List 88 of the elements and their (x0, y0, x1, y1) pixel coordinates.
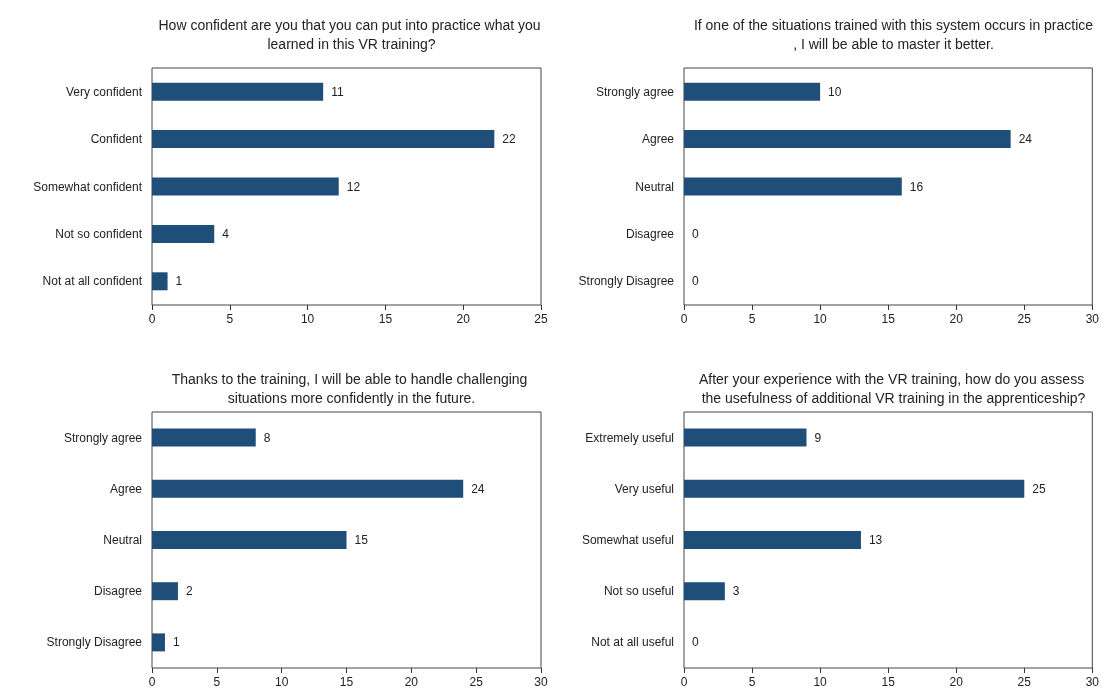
y-tick-label: Neutral (635, 179, 674, 194)
y-tick-label: Not so useful (603, 584, 674, 599)
y-tick-label: Strongly Disagree (578, 274, 675, 289)
y-tick-label: Neutral (103, 533, 142, 547)
chart-title: After your experience with the VR training, how do you assess the usefulness of additional VR training in the apprenticeship? (698, 370, 1089, 406)
x-tick-label: 30 (1085, 312, 1100, 326)
data-label: 1 (172, 635, 180, 650)
bar (684, 479, 1025, 498)
data-label: 22 (502, 132, 516, 147)
x-tick-label: 25 (534, 312, 548, 326)
bar (152, 479, 464, 498)
data-label: 0 (692, 635, 699, 650)
y-tick-label: Strongly agree (595, 84, 675, 99)
data-label: 1 (175, 274, 183, 289)
bar (684, 177, 902, 196)
x-tick-label: 25 (469, 675, 484, 689)
data-label: 12 (346, 179, 361, 194)
data-label: 13 (868, 533, 883, 547)
bar (152, 224, 215, 243)
bar (152, 428, 256, 447)
x-tick-label: 10 (300, 312, 315, 326)
y-tick-label: Extremely useful (585, 430, 674, 445)
data-label: 15 (354, 533, 369, 547)
x-tick-label: 20 (404, 675, 419, 689)
y-tick-label: Somewhat confident (33, 179, 143, 194)
x-tick-label: 5 (226, 312, 234, 326)
x-tick-label: 10 (813, 675, 828, 689)
data-label: 2 (185, 584, 193, 599)
x-tick-label: 5 (213, 675, 221, 689)
chart-title: Thanks to the training, I will be able to handle challenging situations more confidently in the future. (171, 370, 532, 406)
bar (684, 531, 861, 549)
data-label: 16 (909, 179, 924, 194)
chart-title: How confident are you that you can put into practice what you learned in this VR training? (158, 16, 545, 52)
bar (684, 82, 821, 101)
bar (152, 272, 168, 291)
x-tick-label: 15 (378, 312, 393, 326)
x-tick-label: 10 (274, 675, 289, 689)
x-tick-label: 25 (1017, 675, 1032, 689)
x-tick-label: 25 (1017, 312, 1032, 326)
y-tick-label: Confident (90, 132, 143, 147)
x-tick-label: 5 (748, 312, 756, 326)
y-tick-label: Somewhat useful (581, 533, 674, 547)
data-label: 25 (1032, 481, 1046, 496)
data-label: 24 (471, 481, 485, 496)
y-tick-label: Very confident (65, 84, 143, 99)
chart-title: If one of the situations trained with this system occurs in practice, I will be able to master it better. (693, 16, 1094, 52)
x-tick-label: 0 (680, 675, 688, 689)
bar (152, 582, 178, 601)
bar (152, 633, 165, 652)
x-tick-label: 0 (680, 312, 688, 326)
data-label: 8 (263, 430, 271, 445)
data-label: 3 (732, 584, 740, 599)
x-tick-label: 30 (534, 675, 548, 689)
x-tick-label: 20 (456, 312, 471, 326)
x-tick-label: 0 (148, 312, 156, 326)
bar (152, 531, 347, 549)
bar (152, 82, 324, 101)
x-tick-label: 20 (949, 312, 964, 326)
bar (152, 130, 495, 149)
y-tick-label: Agree (641, 132, 675, 147)
data-label: 0 (692, 274, 699, 289)
y-tick-label: Agree (109, 481, 143, 496)
y-tick-label: Disagree (93, 584, 143, 599)
y-tick-label: Not at all confident (42, 274, 143, 289)
data-label: 11 (331, 84, 344, 99)
x-tick-label: 15 (881, 312, 896, 326)
y-tick-label: Not so confident (55, 226, 143, 241)
bar (684, 582, 725, 601)
bar (684, 428, 807, 447)
bar (684, 130, 1011, 149)
y-tick-label: Not at all useful (591, 635, 674, 650)
y-tick-label: Strongly Disagree (46, 635, 143, 650)
data-label: 4 (222, 226, 230, 241)
x-tick-label: 5 (748, 675, 756, 689)
data-label: 0 (692, 226, 699, 241)
y-tick-label: Very useful (614, 481, 674, 496)
data-label: 9 (814, 430, 822, 445)
x-tick-label: 15 (339, 675, 354, 689)
y-tick-label: Strongly agree (63, 430, 143, 445)
data-label: 24 (1018, 132, 1033, 147)
x-tick-label: 15 (881, 675, 896, 689)
x-tick-label: 30 (1085, 675, 1100, 689)
data-label: 10 (828, 84, 842, 99)
x-tick-label: 20 (949, 675, 964, 689)
x-tick-label: 10 (813, 312, 828, 326)
y-tick-label: Disagree (625, 226, 675, 241)
bar (152, 177, 339, 196)
x-tick-label: 0 (148, 675, 156, 689)
